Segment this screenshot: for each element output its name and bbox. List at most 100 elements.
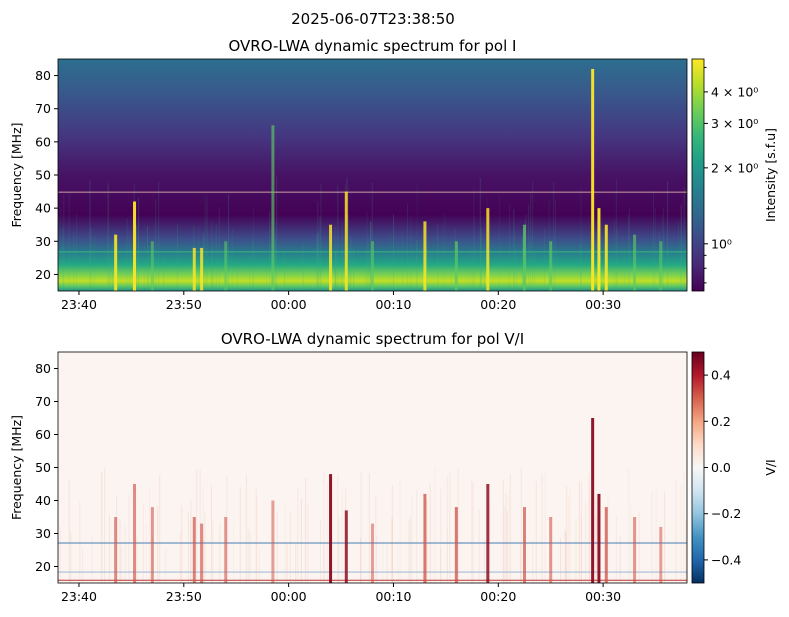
faint-burst	[219, 524, 221, 583]
faint-burst	[628, 208, 630, 291]
faint-burst	[109, 256, 111, 291]
faint-burst	[112, 240, 114, 291]
faint-burst	[59, 526, 61, 583]
y-tick-label: 20	[35, 559, 51, 574]
faint-burst	[265, 255, 267, 291]
faint-burst	[520, 544, 522, 583]
faint-burst	[276, 176, 278, 291]
burst	[371, 523, 374, 583]
faint-burst	[680, 205, 682, 291]
burst	[604, 224, 608, 291]
faint-burst	[683, 471, 685, 583]
colorbar-tick-label: −0.2	[711, 506, 741, 521]
burst	[271, 500, 275, 583]
y-tick-label: 30	[35, 526, 51, 541]
burst	[150, 507, 154, 583]
faint-burst	[120, 546, 122, 583]
faint-burst	[446, 475, 448, 583]
burst	[597, 493, 601, 583]
faint-burst	[276, 511, 278, 583]
faint-burst	[653, 191, 655, 291]
faint-burst	[341, 250, 343, 291]
faint-burst	[124, 526, 126, 583]
faint-burst	[662, 207, 664, 291]
faint-burst	[111, 244, 113, 291]
y-tick-label: 50	[35, 168, 51, 183]
panel-vi: OVRO-LWA dynamic spectrum for pol V/I 20 3…	[9, 330, 778, 604]
faint-burst	[181, 505, 183, 583]
burst	[486, 484, 490, 583]
faint-burst	[347, 215, 349, 291]
faint-burst	[416, 489, 418, 583]
faint-burst	[544, 228, 546, 291]
y-tick-label: 40	[35, 201, 51, 216]
faint-burst	[341, 490, 343, 583]
faint-burst	[578, 480, 580, 583]
faint-burst	[386, 543, 388, 583]
faint-burst	[360, 537, 362, 583]
faint-burst	[198, 225, 200, 291]
faint-burst	[289, 513, 291, 583]
faint-burst	[256, 496, 258, 583]
faint-burst	[247, 528, 249, 583]
faint-burst	[408, 520, 410, 583]
faint-burst	[211, 253, 213, 291]
colorbar-tick-label: 2 × 10⁰	[711, 160, 758, 175]
colorbar-gradient	[691, 58, 705, 292]
faint-burst	[334, 251, 336, 291]
faint-burst	[681, 203, 683, 291]
burst	[200, 523, 204, 583]
faint-burst	[113, 232, 115, 291]
faint-burst	[300, 498, 302, 583]
faint-burst	[628, 468, 630, 583]
faint-burst	[211, 485, 213, 583]
faint-burst	[479, 178, 481, 291]
faint-burst	[651, 491, 653, 583]
faint-burst	[367, 238, 369, 291]
y-axis-label: Frequency [MHz]	[9, 122, 24, 227]
faint-burst	[391, 517, 393, 583]
faint-burst	[382, 543, 384, 583]
faint-burst	[440, 548, 442, 583]
y-tick-label: 80	[35, 361, 51, 376]
faint-burst	[317, 201, 319, 291]
faint-burst	[231, 228, 233, 291]
burst	[604, 507, 608, 583]
burst	[344, 510, 348, 583]
faint-burst	[320, 183, 322, 291]
x-tick-label: 23:40	[61, 297, 97, 312]
burst	[486, 208, 490, 291]
faint-burst	[565, 531, 567, 583]
faint-burst	[596, 495, 598, 583]
faint-burst	[323, 544, 325, 583]
faint-burst	[513, 209, 515, 291]
faint-burst	[196, 469, 198, 583]
faint-burst	[369, 221, 371, 291]
burst	[114, 517, 118, 583]
faint-burst	[142, 505, 144, 583]
faint-burst	[335, 250, 337, 291]
burst	[523, 224, 527, 291]
faint-burst	[685, 519, 687, 583]
faint-burst	[480, 234, 482, 291]
faint-burst	[317, 231, 319, 291]
faint-burst	[498, 194, 500, 291]
colorbar-tick-label: 0.4	[711, 368, 731, 383]
faint-burst	[206, 196, 208, 291]
faint-burst	[508, 204, 510, 291]
faint-burst	[375, 496, 377, 583]
faint-burst	[353, 247, 355, 291]
faint-burst	[148, 245, 150, 291]
faint-burst	[483, 539, 485, 583]
y-axis-label: Frequency [MHz]	[9, 415, 24, 520]
faint-burst	[667, 181, 669, 291]
faint-burst	[449, 472, 451, 583]
faint-burst	[506, 511, 508, 583]
faint-burst	[548, 200, 550, 291]
burst	[133, 484, 137, 583]
faint-burst	[450, 250, 452, 291]
faint-burst	[473, 185, 475, 291]
y-tick-label: 60	[35, 427, 51, 442]
faint-burst	[337, 184, 339, 291]
